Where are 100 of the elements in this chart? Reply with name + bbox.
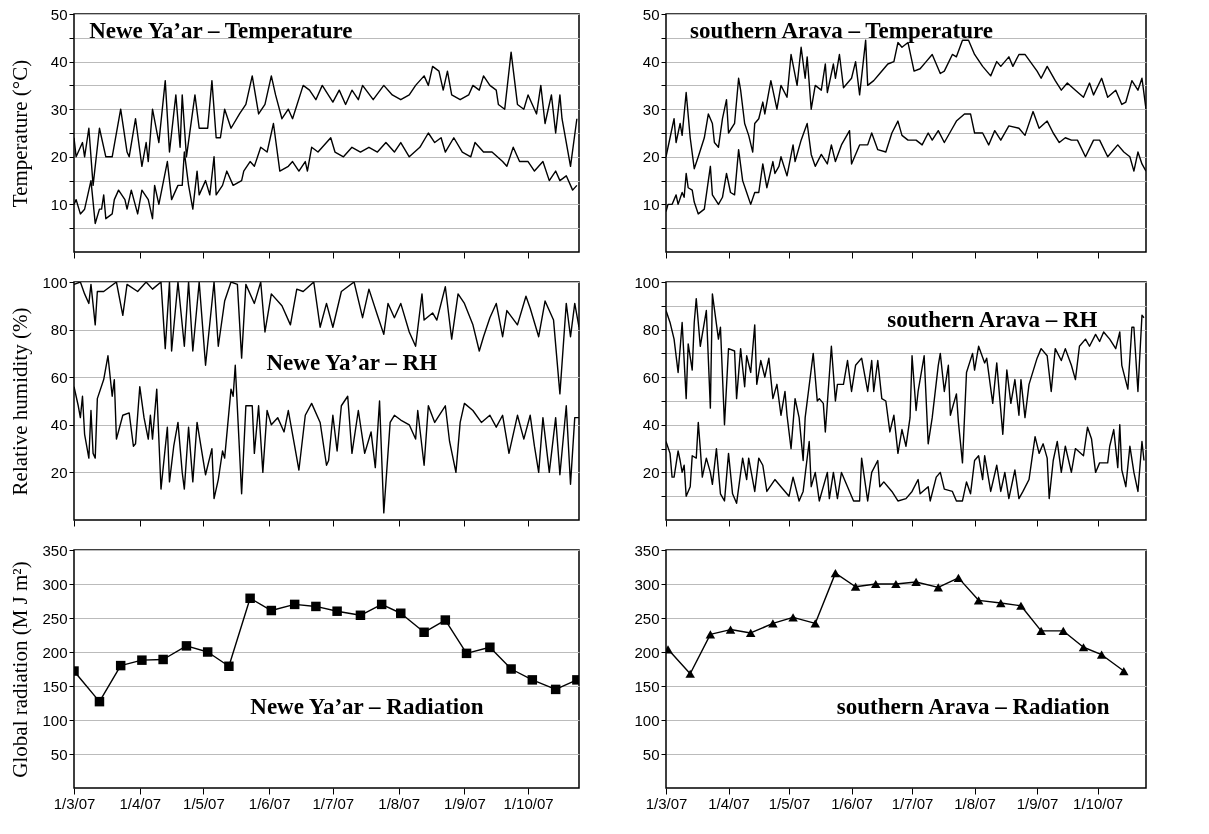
point bbox=[289, 599, 300, 610]
point bbox=[1036, 626, 1046, 636]
x-tick-label: 1/9/07 bbox=[444, 794, 486, 812]
point bbox=[527, 675, 538, 685]
y-tick-label: 40 bbox=[50, 53, 68, 71]
y-tick-label: 350 bbox=[634, 541, 660, 559]
point bbox=[911, 577, 921, 587]
x-tick-label: 1/4/07 bbox=[708, 794, 750, 812]
y-tick-label: 50 bbox=[642, 745, 660, 763]
point bbox=[933, 583, 944, 592]
y-axis-title: Temperature (°C) bbox=[7, 59, 32, 208]
y-tick-label: 100 bbox=[634, 273, 660, 291]
point bbox=[485, 642, 495, 652]
point bbox=[871, 579, 881, 589]
point bbox=[725, 625, 736, 634]
y-tick-label: 60 bbox=[50, 368, 68, 386]
y-tick-label: 300 bbox=[634, 575, 660, 593]
point bbox=[953, 573, 964, 582]
point bbox=[461, 648, 472, 659]
y-tick-label: 200 bbox=[42, 643, 68, 661]
y-tick-label: 50 bbox=[642, 5, 660, 23]
chart-title: Newe Ya’ar – Temperature bbox=[89, 17, 353, 43]
y-tick-label: 30 bbox=[642, 100, 660, 118]
x-tick-label: 1/6/07 bbox=[248, 794, 291, 812]
point bbox=[506, 664, 516, 674]
text: Newe Ya’ar – RH bbox=[266, 349, 438, 375]
y-tick-label: 300 bbox=[42, 575, 68, 593]
point bbox=[850, 582, 861, 591]
x-tick-label: 1/6/07 bbox=[831, 794, 873, 812]
point bbox=[158, 654, 168, 665]
point bbox=[1058, 626, 1069, 636]
point bbox=[550, 684, 561, 695]
point bbox=[810, 619, 820, 628]
y-tick-label: 150 bbox=[634, 677, 660, 695]
point bbox=[1016, 601, 1026, 610]
x-tick-label: 1/5/07 bbox=[768, 794, 811, 812]
point bbox=[768, 619, 778, 628]
y-tick-label: 250 bbox=[42, 609, 68, 627]
point bbox=[745, 628, 756, 638]
point bbox=[419, 627, 429, 638]
point bbox=[245, 593, 255, 604]
y-axis-title: Global radiation (M J m²) bbox=[7, 561, 32, 778]
text: southern Arava – RH bbox=[887, 307, 1098, 333]
y-tick-label: 200 bbox=[634, 643, 660, 661]
x-tick-label: 1/9/07 bbox=[1016, 794, 1059, 812]
x-tick-label: 1/7/07 bbox=[312, 794, 355, 812]
y-tick-label: 30 bbox=[50, 100, 68, 118]
y-tick-label: 80 bbox=[50, 321, 68, 339]
point bbox=[137, 655, 147, 665]
point bbox=[830, 569, 841, 578]
point bbox=[1119, 666, 1129, 676]
y-tick-label: 150 bbox=[42, 677, 68, 695]
point bbox=[440, 615, 451, 625]
point bbox=[376, 599, 387, 610]
point bbox=[1078, 643, 1089, 652]
point bbox=[266, 605, 277, 616]
point bbox=[311, 601, 321, 612]
y-tick-label: 10 bbox=[642, 195, 660, 213]
point bbox=[332, 606, 342, 616]
y-tick-label: 20 bbox=[50, 148, 68, 166]
y-tick-label: 50 bbox=[50, 745, 68, 763]
y-tick-label: 100 bbox=[634, 711, 660, 729]
x-tick-label: 1/10/07 bbox=[1073, 794, 1124, 812]
x-tick-label: 1/7/07 bbox=[891, 794, 934, 812]
y-tick-label: 60 bbox=[642, 368, 660, 386]
chart-title: southern Arava – Temperature bbox=[690, 17, 994, 43]
y-tick-label: 20 bbox=[50, 463, 68, 481]
y-tick-label: 80 bbox=[642, 321, 660, 339]
x-tick-label: 1/3/07 bbox=[645, 794, 688, 812]
y-tick-label: 40 bbox=[642, 416, 660, 434]
point bbox=[396, 608, 406, 618]
y-tick-label: 40 bbox=[642, 53, 660, 71]
x-tick-label: 1/3/07 bbox=[53, 794, 96, 812]
point bbox=[973, 596, 984, 605]
y-tick-label: 250 bbox=[634, 609, 660, 627]
y-tick-label: 50 bbox=[50, 5, 68, 23]
y-tick-label: 350 bbox=[42, 541, 68, 559]
y-tick-label: 20 bbox=[642, 463, 660, 481]
x-tick-label: 1/8/07 bbox=[378, 794, 420, 812]
x-tick-label: 1/8/07 bbox=[954, 794, 996, 812]
text: Newe Ya’ar – Radiation bbox=[250, 694, 484, 720]
point bbox=[891, 579, 901, 589]
point bbox=[94, 696, 105, 707]
point bbox=[202, 647, 213, 657]
y-tick-label: 10 bbox=[50, 195, 68, 213]
point bbox=[705, 630, 716, 639]
point bbox=[996, 598, 1006, 608]
x-tick-label: 1/5/07 bbox=[183, 794, 225, 812]
point bbox=[355, 610, 366, 621]
point bbox=[1096, 650, 1107, 659]
point bbox=[181, 641, 192, 651]
y-tick-label: 40 bbox=[50, 416, 68, 434]
x-tick-label: 1/4/07 bbox=[119, 794, 162, 812]
y-tick-label: 100 bbox=[42, 273, 68, 291]
y-tick-label: 100 bbox=[42, 711, 68, 729]
point bbox=[115, 660, 126, 671]
y-axis-title: Relative humidity (%) bbox=[7, 307, 32, 496]
x-tick-label: 1/10/07 bbox=[503, 794, 554, 812]
text: southern Arava – Radiation bbox=[836, 694, 1110, 720]
y-tick-label: 20 bbox=[642, 148, 660, 166]
